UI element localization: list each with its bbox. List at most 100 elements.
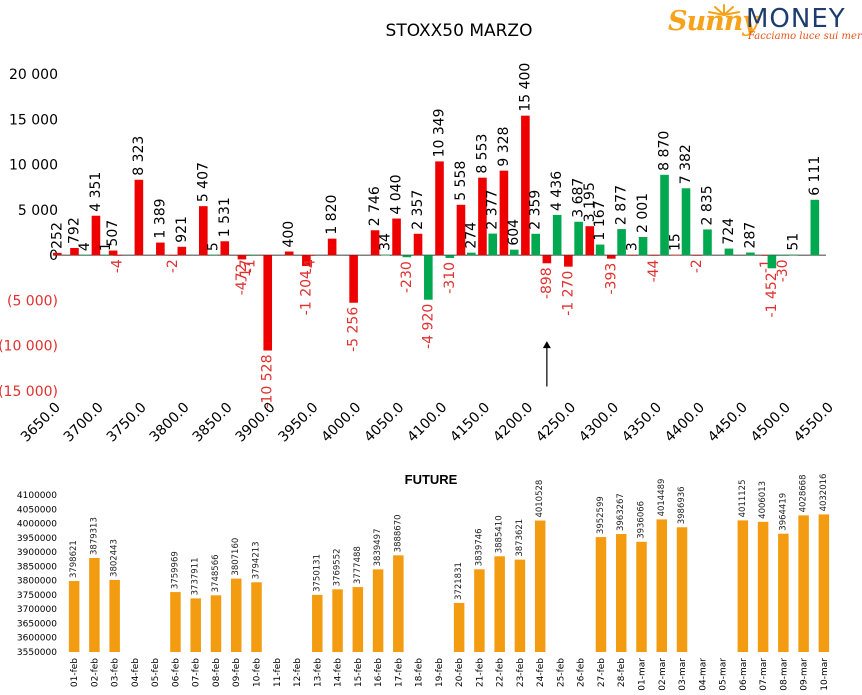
bar-series-b (488, 233, 498, 256)
data-label: 792 (66, 217, 82, 244)
bar-series-b (778, 255, 788, 256)
x-tick-label: 03-mar (678, 658, 688, 691)
data-label: 6 111 (807, 156, 823, 196)
data-label: 3748566 (211, 554, 221, 592)
bar-series-a (521, 115, 530, 256)
bar-future (656, 519, 668, 652)
data-label: -230 (399, 261, 415, 293)
data-label: 1 389 (152, 198, 168, 238)
data-label: -1 452 (764, 272, 780, 317)
bar-series-b (445, 255, 455, 258)
data-label: 8 323 (131, 136, 147, 176)
bar-series-a (327, 238, 337, 256)
data-label: -2 (165, 259, 181, 273)
x-tick-label: 01-feb (70, 658, 80, 687)
x-tick-label: 06-mar (739, 658, 749, 691)
y-tick-label: 15 000 (9, 112, 58, 128)
bar-future (170, 592, 181, 652)
data-label: 3769552 (333, 548, 343, 586)
bar-series-a (199, 206, 208, 256)
bar-series-b (617, 229, 626, 256)
bar-series-a (671, 255, 680, 256)
bar-future (595, 537, 607, 652)
bar-series-a (220, 241, 230, 256)
bar-series-a (70, 247, 79, 256)
bar-series-b (466, 252, 476, 256)
x-tick-label: 14-feb (334, 658, 344, 687)
logo-sunny-text: Sunny (668, 6, 758, 37)
data-label: 3750131 (312, 554, 322, 592)
data-label: 507 (105, 220, 121, 247)
x-tick-label: 13-feb (313, 658, 323, 687)
bar-series-a (91, 215, 101, 256)
data-label: 4028668 (799, 475, 809, 513)
data-label: 274 (463, 222, 479, 249)
data-label: 724 (721, 218, 737, 245)
bar-series-a (306, 255, 315, 256)
data-label: 5 558 (453, 161, 469, 201)
bar-series-b (681, 188, 691, 256)
x-tick-label: 4100.0 (404, 400, 450, 446)
x-tick-label: 04-feb (131, 658, 141, 687)
x-tick-label: 4200.0 (490, 400, 536, 446)
data-label: 5 (206, 242, 222, 251)
bar-future (372, 569, 384, 652)
x-tick-label: 20-feb (455, 658, 465, 687)
data-label: 3963267 (616, 493, 626, 531)
bar-future (89, 557, 100, 652)
x-tick-label: 4500.0 (748, 400, 794, 446)
x-tick-label: 10-mar (820, 658, 830, 691)
bar-future (251, 582, 262, 652)
bar-series-a (370, 230, 380, 256)
data-label: -4 (109, 259, 125, 273)
y-tick-label: 3800000 (17, 577, 57, 587)
data-label: -44 (646, 259, 662, 282)
bar-series-b (509, 249, 519, 256)
bar-future (636, 541, 647, 652)
x-tick-label: 4000.0 (318, 400, 364, 446)
data-label: 3 (625, 242, 641, 251)
x-tick-label: 25-feb (556, 658, 566, 687)
x-tick-label: 07-feb (192, 658, 202, 687)
x-tick-label: 3800.0 (147, 400, 193, 446)
data-label: 3873621 (515, 519, 525, 557)
x-tick-label: 4300.0 (576, 400, 622, 446)
data-label: 3 687 (571, 178, 587, 218)
data-label: 2 877 (614, 185, 630, 225)
sunny-money-logo: Sunny MONEY Facciamo luce sui mercati (664, 4, 862, 44)
y-tick-label: 5 000 (18, 203, 58, 219)
x-tick-label: 15-feb (354, 658, 364, 687)
data-label: 3839746 (474, 528, 484, 566)
x-tick-label: 03-feb (111, 658, 121, 687)
data-label: 5 407 (195, 162, 211, 202)
bar-future (514, 559, 526, 652)
logo-tagline: Facciamo luce sui mercati (748, 31, 862, 42)
bar-future (393, 555, 404, 652)
bar-series-a (349, 255, 358, 303)
bar-series-b (789, 254, 798, 256)
data-label: 2 835 (699, 185, 715, 225)
x-tick-label: 3750.0 (104, 400, 150, 446)
data-label: -1 204 (298, 270, 314, 315)
x-tick-label: 08-feb (212, 658, 222, 687)
x-tick-label: 05-mar (719, 658, 729, 691)
bar-series-a (284, 251, 294, 256)
x-tick-label: 08-mar (779, 658, 789, 691)
x-tick-label: 18-feb (415, 658, 425, 687)
data-label: 2 001 (635, 193, 651, 233)
data-label: -1 (243, 259, 259, 273)
bar-series-a (649, 255, 659, 256)
y-tick-label: (15 000) (0, 384, 58, 400)
bar-series-a (168, 255, 178, 256)
bar-series-a (585, 226, 595, 256)
bar-future (109, 579, 120, 652)
bar-future (68, 581, 80, 652)
data-label: -898 (539, 267, 555, 299)
bar-future (798, 515, 809, 652)
bar-series-b (80, 255, 90, 256)
bar-future (757, 521, 769, 652)
data-label: 3777488 (353, 546, 363, 584)
bar-series-b (703, 229, 712, 256)
data-label: -4 920 (420, 304, 436, 349)
